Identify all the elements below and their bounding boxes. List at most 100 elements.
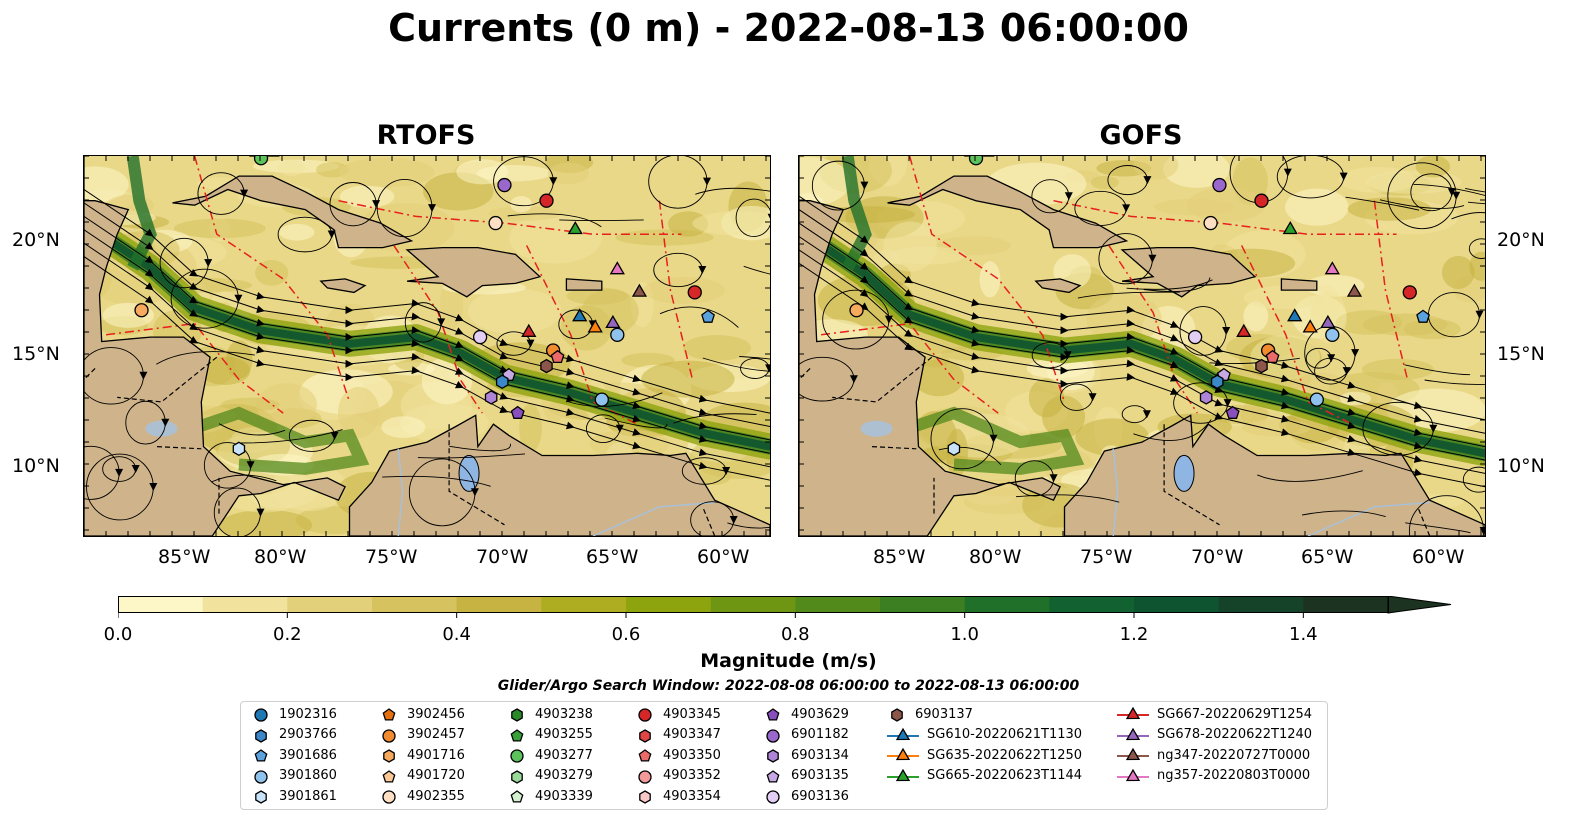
legend-label: 6903135 xyxy=(791,768,849,783)
legend-label: SG635-20220622T1250 xyxy=(927,747,1083,763)
legend-marker-icon xyxy=(382,708,396,721)
lon-tick-label: 65°W xyxy=(586,546,639,568)
legend-marker-icon xyxy=(382,728,396,743)
lon-tick-label: 60°W xyxy=(697,546,750,568)
legend-marker-icon xyxy=(511,769,523,784)
legend-marker-icon xyxy=(382,769,396,783)
legend-item: 3901686 xyxy=(251,746,337,764)
legend-label: 6903137 xyxy=(915,706,973,722)
legend-label: SG678-20220622T1240 xyxy=(1157,727,1313,742)
legend-label: 4903352 xyxy=(663,768,721,783)
legend-marker-icon xyxy=(766,790,780,804)
lat-tick-label-left: 10°N xyxy=(12,455,60,477)
colorbar-segment xyxy=(456,596,542,613)
search-window-text: Glider/Argo Search Window: 2022-08-08 06… xyxy=(497,678,1080,694)
legend-item: 4903279 xyxy=(507,767,593,785)
rtofs-map xyxy=(83,155,771,537)
colorbar-tick-label: 0.0 xyxy=(103,624,133,645)
legend-label: 4903345 xyxy=(663,706,721,722)
legend-item: 6903134 xyxy=(763,746,849,764)
legend-label: SG667-20220629T1254 xyxy=(1157,706,1313,722)
legend-marker-icon xyxy=(255,728,267,743)
legend-marker-icon xyxy=(254,749,268,762)
legend-item: 4902355 xyxy=(379,787,465,805)
legend-marker-icon xyxy=(254,769,268,784)
legend-item: 4903352 xyxy=(635,767,721,785)
colorbar-tick-label: 1.2 xyxy=(1119,624,1149,645)
legend-marker-icon xyxy=(510,728,524,742)
legend-item: 4903350 xyxy=(635,746,721,764)
legend-label: 3901861 xyxy=(279,788,337,804)
legend-label: 4903354 xyxy=(663,788,721,804)
legend-item: 4901720 xyxy=(379,767,465,785)
lon-tick-label: 80°W xyxy=(254,546,307,568)
legend-label: SG610-20220621T1130 xyxy=(927,727,1083,742)
legend-marker-icon xyxy=(887,727,919,740)
legend-marker-icon xyxy=(510,790,524,803)
legend-marker-icon xyxy=(638,769,652,784)
lat-tick-label-left: 15°N xyxy=(12,343,60,365)
legend-item: 4903354 xyxy=(635,787,721,805)
colorbar-segment xyxy=(1134,596,1220,613)
legend-item: 3901861 xyxy=(251,787,337,805)
colorbar-tick-label: 0.4 xyxy=(442,624,471,645)
colorbar-tick-label: 0.8 xyxy=(781,624,810,645)
legend-label: 4903279 xyxy=(535,768,593,783)
legend-item: 6903137 xyxy=(887,705,973,723)
legend-item: 6901182 xyxy=(763,726,849,744)
colorbar-segment xyxy=(287,596,373,613)
legend-item: 6903135 xyxy=(763,767,849,785)
legend-item: SG667-20220629T1254 xyxy=(1117,705,1312,723)
legend-item: 4903629 xyxy=(763,705,849,723)
legend-label: 4903277 xyxy=(535,747,593,763)
legend-label: 4902355 xyxy=(407,788,465,804)
lat-tick-label-left: 20°N xyxy=(12,229,60,251)
colorbar-segment xyxy=(964,596,1050,613)
legend-item: 3902456 xyxy=(379,705,465,723)
legend-marker-icon xyxy=(766,708,780,721)
lon-tick-label: 85°W xyxy=(873,546,926,568)
legend-item: 4901716 xyxy=(379,746,465,764)
legend-label: 3902457 xyxy=(407,727,465,742)
legend-label: 1902316 xyxy=(279,706,337,722)
legend-label: ng357-20220803T0000 xyxy=(1157,768,1311,783)
colorbar-segment xyxy=(118,596,204,613)
colorbar-segment xyxy=(1303,596,1389,613)
legend-marker-icon xyxy=(383,749,395,763)
figure-title: Currents (0 m) - 2022-08-13 06:00:00 xyxy=(388,6,1189,50)
legend-marker-icon xyxy=(887,768,919,781)
legend-item: 4903255 xyxy=(507,726,593,744)
legend-label: 2903766 xyxy=(279,727,337,742)
legend-marker-icon xyxy=(766,769,780,783)
lat-tick-label-right: 15°N xyxy=(1497,343,1545,365)
colorbar-segment xyxy=(710,596,796,613)
colorbar xyxy=(117,595,1453,628)
lon-tick-label: 75°W xyxy=(365,546,418,568)
lon-tick-label: 65°W xyxy=(1301,546,1354,568)
colorbar-tick-label: 0.6 xyxy=(611,624,641,645)
lon-tick-label: 80°W xyxy=(969,546,1022,568)
colorbar-title: Magnitude (m/s) xyxy=(700,650,877,672)
lon-tick-label: 70°W xyxy=(476,546,529,568)
legend-marker-icon xyxy=(766,728,780,743)
colorbar-segment xyxy=(202,596,288,613)
colorbar-segment xyxy=(1049,596,1135,613)
colorbar-segment xyxy=(372,596,458,613)
legend-label: SG665-20220623T1144 xyxy=(927,768,1083,783)
colorbar-segment xyxy=(880,596,966,613)
legend-marker-icon xyxy=(382,790,396,804)
colorbar-tick-label: 1.0 xyxy=(950,624,979,645)
legend-label: 6903134 xyxy=(791,747,849,763)
legend-marker-icon xyxy=(1117,706,1149,720)
colorbar-tick-label: 1.4 xyxy=(1289,624,1318,645)
legend-label: 4903339 xyxy=(535,788,593,804)
lat-tick-label-right: 20°N xyxy=(1497,229,1545,251)
legend-label: ng347-20220727T0000 xyxy=(1157,747,1311,763)
legend: 1902316 2903766 3901686 3901860 3901861 39024… xyxy=(240,701,1328,810)
legend-label: 3901686 xyxy=(279,747,337,763)
legend-marker-icon xyxy=(510,749,524,763)
legend-marker-icon xyxy=(511,708,523,722)
colorbar-segment xyxy=(1218,596,1304,613)
legend-marker-icon xyxy=(639,728,651,743)
lon-tick-label: 75°W xyxy=(1080,546,1133,568)
